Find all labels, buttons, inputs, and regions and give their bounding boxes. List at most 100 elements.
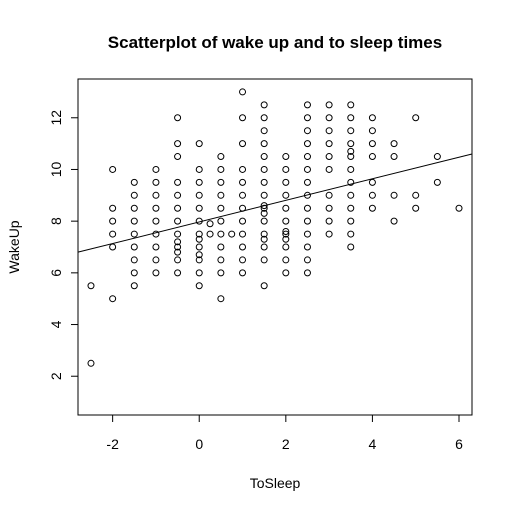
data-point <box>368 191 376 199</box>
data-point <box>282 227 290 235</box>
data-point <box>130 282 138 290</box>
data-point <box>260 178 268 186</box>
data-point <box>303 165 311 173</box>
data-point <box>347 127 355 135</box>
data-point <box>303 217 311 225</box>
data-point <box>217 256 225 264</box>
data-point <box>152 256 160 264</box>
data-point <box>239 140 247 148</box>
data-point <box>282 243 290 251</box>
data-point <box>325 153 333 161</box>
data-point <box>217 217 225 225</box>
data-point <box>282 256 290 264</box>
data-point <box>109 165 117 173</box>
data-point <box>174 243 182 251</box>
data-point <box>260 202 268 210</box>
data-point <box>325 165 333 173</box>
data-point <box>260 165 268 173</box>
data-point <box>239 256 247 264</box>
data-point <box>217 204 225 212</box>
data-point <box>282 235 290 243</box>
data-point <box>347 101 355 109</box>
data-point <box>303 153 311 161</box>
data-point <box>239 178 247 186</box>
data-point <box>303 140 311 148</box>
data-point <box>368 114 376 122</box>
data-point <box>390 140 398 148</box>
data-point <box>368 204 376 212</box>
data-point <box>152 165 160 173</box>
data-point <box>433 178 441 186</box>
data-point <box>368 178 376 186</box>
data-point <box>282 269 290 277</box>
data-point <box>174 153 182 161</box>
data-point <box>87 282 95 290</box>
data-point <box>325 204 333 212</box>
data-point <box>260 204 268 212</box>
data-point <box>282 191 290 199</box>
data-point <box>195 230 203 238</box>
data-point <box>239 269 247 277</box>
data-point <box>195 235 203 243</box>
data-point <box>239 204 247 212</box>
data-point <box>87 359 95 367</box>
data-point <box>217 230 225 238</box>
data-point <box>239 191 247 199</box>
data-point <box>195 178 203 186</box>
y-tick-label: 8 <box>48 217 64 225</box>
y-axis: 2 4 6 8 10 12 <box>48 110 78 380</box>
data-point <box>217 295 225 303</box>
data-point <box>303 243 311 251</box>
data-point <box>282 165 290 173</box>
x-axis-title: ToSleep <box>250 475 301 491</box>
data-point <box>109 295 117 303</box>
x-tick-label: -2 <box>106 436 119 452</box>
data-point <box>260 153 268 161</box>
data-point <box>239 243 247 251</box>
data-point <box>260 209 268 217</box>
data-point <box>368 140 376 148</box>
data-point <box>347 147 355 155</box>
data-point <box>260 282 268 290</box>
y-tick-label: 2 <box>48 372 64 380</box>
data-point <box>325 140 333 148</box>
data-point <box>195 251 203 259</box>
data-point <box>260 140 268 148</box>
plot-frame <box>77 78 473 416</box>
data-point <box>217 165 225 173</box>
data-point <box>239 165 247 173</box>
x-axis: -2 0 2 4 6 <box>106 415 463 452</box>
data-point <box>152 230 160 238</box>
data-point <box>325 114 333 122</box>
data-point <box>130 230 138 238</box>
data-point <box>303 127 311 135</box>
data-point <box>347 204 355 212</box>
y-tick-label: 6 <box>48 269 64 277</box>
data-point <box>412 114 420 122</box>
regression-line <box>77 153 473 253</box>
data-point <box>130 256 138 264</box>
data-point <box>303 269 311 277</box>
data-point <box>260 191 268 199</box>
data-point <box>260 230 268 238</box>
data-point <box>433 153 441 161</box>
data-point <box>303 191 311 199</box>
x-tick-label: 2 <box>282 436 290 452</box>
data-point <box>130 269 138 277</box>
data-point <box>217 191 225 199</box>
data-point <box>109 243 117 251</box>
data-point <box>174 238 182 246</box>
data-point <box>152 217 160 225</box>
data-point <box>347 217 355 225</box>
data-point <box>390 153 398 161</box>
data-point <box>152 191 160 199</box>
data-point <box>260 243 268 251</box>
data-point <box>368 153 376 161</box>
data-point <box>347 230 355 238</box>
data-point <box>195 204 203 212</box>
data-point <box>239 230 247 238</box>
data-point <box>174 204 182 212</box>
data-point <box>325 191 333 199</box>
data-point <box>455 204 463 212</box>
